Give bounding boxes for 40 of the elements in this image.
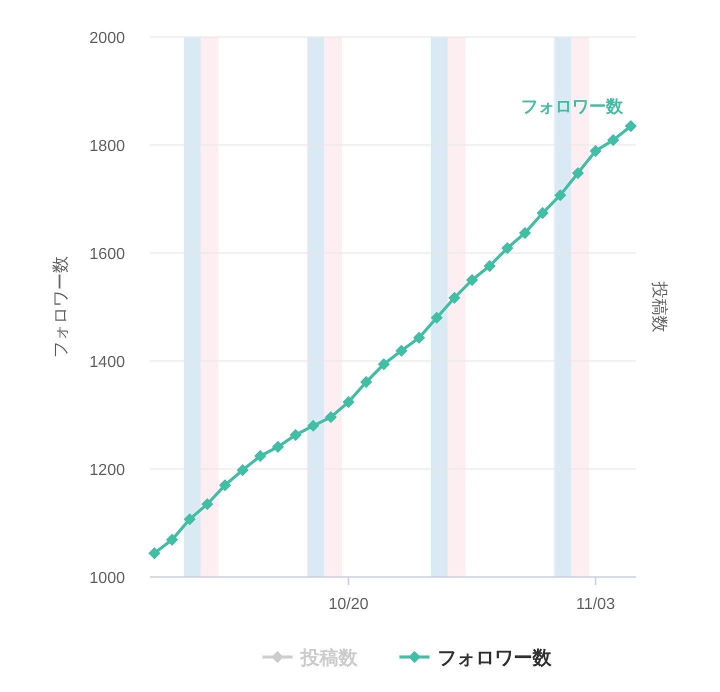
y-tick-label: 1400 [89,354,126,371]
y-tick-label: 2000 [89,30,126,47]
point [290,428,302,441]
point [484,260,496,272]
legend-label: フォロワー数 [438,648,552,669]
point [201,498,214,510]
text: フォロワー数 [520,97,623,116]
point [554,189,566,202]
point [148,547,160,560]
point [466,274,478,286]
x-tick-label: 11/03 [576,596,616,613]
point [413,332,426,344]
x-tick-label: 10/20 [328,596,369,613]
point [166,534,178,546]
point [624,120,637,132]
point [236,464,249,476]
point [218,479,231,492]
point [184,513,196,526]
point [572,167,584,180]
point [536,207,549,220]
y-tick-label: 1200 [89,462,126,479]
y2-axis-title: 投稿数 [650,280,669,332]
point [607,134,620,146]
point [254,450,266,462]
point [395,344,408,357]
point [590,144,602,157]
point [307,420,320,432]
point [324,411,337,424]
point [448,292,460,304]
y-tick-label: 1800 [89,138,126,155]
point [342,396,355,408]
point [378,358,390,370]
point [360,376,372,388]
point [501,242,514,254]
y-axis-title: フォロワー数 [51,256,70,358]
point [430,312,443,324]
point [518,227,531,240]
point [272,440,284,453]
y-tick-label: 1600 [89,246,126,263]
y-tick-label: 1000 [89,570,126,587]
